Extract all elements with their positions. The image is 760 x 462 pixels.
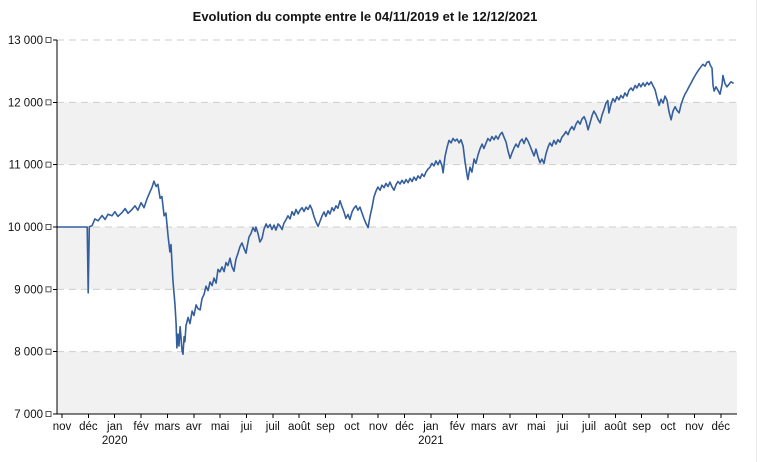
plot-band [57,227,737,290]
y-tick-marker [45,411,52,417]
x-axis-label: avr [502,421,518,433]
x-axis-label: nov [369,421,388,433]
x-axis-label: août [288,421,311,433]
x-axis-label: mai [211,421,230,433]
y-tick-marker [45,286,52,293]
x-axis-label: jan [106,421,122,433]
y-axis-label: 9 000 [14,284,43,296]
x-axis-label: fév [450,421,466,433]
y-tick-marker [45,224,52,230]
x-axis-label: jui [240,421,253,433]
y-axis-label: 10 000 [8,222,43,234]
x-axis-label: mai [527,421,546,433]
x-axis-label: jan [422,421,438,433]
x-axis-label: sep [316,421,335,433]
plot-band [57,102,737,165]
x-axis-label: déc [395,421,414,433]
x-axis-year-label: 2020 [102,435,128,447]
y-tick-marker [45,99,52,106]
x-axis-label: mars [471,421,497,433]
y-tick-marker [45,37,52,43]
x-axis-label: nov [685,421,704,433]
x-axis-label: sep [632,421,651,433]
x-axis-label: déc [79,421,98,433]
x-axis-label: avr [186,421,202,433]
y-axis-label: 7 000 [14,409,43,421]
x-axis-label: oct [344,421,360,433]
x-axis-label: déc [711,421,730,433]
y-tick-marker [45,348,52,355]
x-axis-label: nov [53,421,72,433]
chart-title: Evolution du compte entre le 04/11/2019 … [192,9,538,24]
plot-band [57,351,737,414]
y-axis-label: 8 000 [14,347,43,359]
y-tick-marker [45,161,52,168]
account-value-line [56,60,734,356]
y-axis-label: 11 000 [9,160,43,172]
x-axis-label: juil [265,421,280,433]
x-axis-label: fév [133,421,149,433]
x-axis-label: juil [581,421,596,433]
x-axis-label: oct [660,421,676,433]
y-axis-label: 13 000 [8,35,43,47]
x-axis-label: août [604,421,627,433]
x-axis-label: mars [155,421,181,433]
x-axis-label: jui [556,421,569,433]
y-axis-label: 12 000 [8,97,43,109]
x-axis-year-label: 2021 [418,435,444,447]
